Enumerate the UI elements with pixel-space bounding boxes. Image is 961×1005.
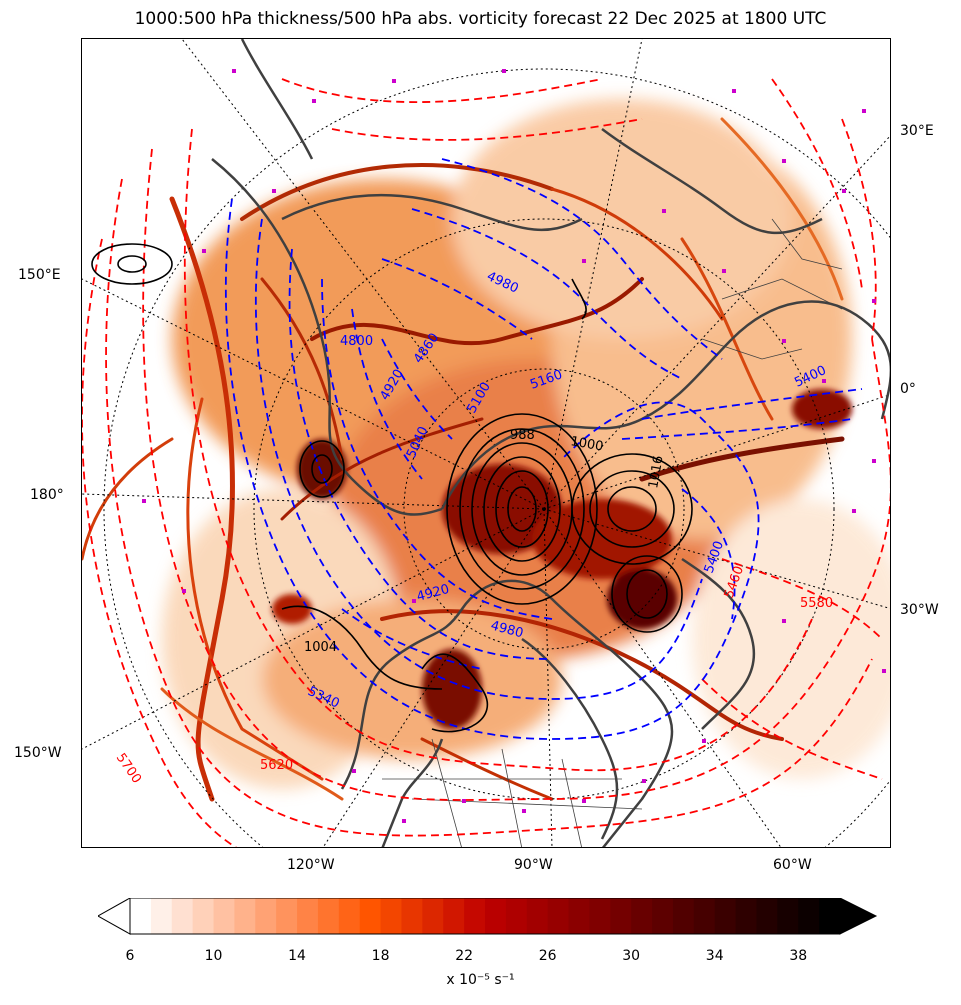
colorbar-cell (568, 898, 590, 934)
colorbar-tick-label: 38 (789, 948, 808, 964)
colorbar-tick-label: 18 (371, 948, 390, 964)
pressure-contours (91, 243, 693, 733)
colorbar-cell (714, 898, 737, 934)
colorbar-cells (130, 898, 841, 934)
colorbar (98, 898, 878, 935)
colorbar-cell (735, 898, 757, 934)
colorbar-cell (777, 898, 799, 934)
figure-title: 1000:500 hPa thickness/500 hPa abs. vort… (134, 9, 827, 29)
graticule (82, 39, 890, 847)
colorbar-cell (798, 898, 820, 934)
lon-label-150e: 150°E (18, 267, 61, 283)
thickness-contours-warm (82, 78, 890, 847)
thickness-contours-cold (224, 158, 863, 740)
colorbar-cell (443, 898, 465, 934)
colorbar-tick-label: 22 (455, 948, 474, 964)
colorbar-cell (505, 898, 528, 934)
map-canvas: 4980 4860 4800 4920 5040 5100 5160 4920 … (82, 39, 890, 847)
contour-label-1000: 1000 (569, 434, 604, 455)
colorbar-cell (276, 898, 298, 934)
colorbar-cell (213, 898, 235, 934)
colorbar-outline (129, 898, 841, 935)
colorbar-cell (130, 898, 152, 934)
lon-label-0: 0° (900, 381, 916, 397)
colorbar-tick-label: 6 (125, 948, 135, 964)
map-panel: 4980 4860 4800 4920 5040 5100 5160 4920 … (81, 38, 891, 848)
colorbar-cell (756, 898, 778, 934)
colorbar-tick-label: 34 (705, 948, 724, 964)
colorbar-cell (526, 898, 549, 934)
colorbar-tick-label: 14 (288, 948, 306, 964)
colorbar-extend-min (98, 898, 131, 935)
contour-label-5620: 5620 (260, 758, 293, 773)
colorbar-cell (819, 898, 841, 934)
colorbar-cell (401, 898, 423, 934)
colorbar-cell (317, 898, 340, 934)
contour-label-4800: 4800 (340, 334, 373, 349)
magenta-markers (142, 69, 886, 823)
colorbar-tick-label: 10 (204, 948, 223, 964)
political-borders (382, 218, 843, 847)
colorbar-cell (338, 898, 361, 934)
colorbar-cell (380, 898, 402, 934)
colorbar-cell (610, 898, 632, 934)
contour-label-988: 988 (510, 428, 535, 443)
colorbar-cell (672, 898, 695, 934)
colorbar-cell (422, 898, 444, 934)
colorbar-cell (652, 898, 674, 934)
lon-label-150w: 150°W (14, 745, 62, 761)
coastlines (211, 39, 890, 847)
colorbar-cell (234, 898, 256, 934)
contour-label-1004: 1004 (304, 640, 337, 655)
colorbar-label: x 10⁻⁵ s⁻¹ (446, 972, 515, 988)
colorbar-cell (589, 898, 611, 934)
lon-label-30w: 30°W (900, 602, 939, 618)
contour-label-1016: 1016 (646, 454, 667, 489)
lon-label-30e: 30°E (900, 123, 934, 139)
colorbar-cell (297, 898, 319, 934)
colorbar-tick-label: 26 (538, 948, 557, 964)
lon-label-60w: 60°W (773, 857, 812, 873)
vorticity-fill (82, 99, 890, 802)
colorbar-cell (359, 898, 382, 934)
contour-label-5580: 5580 (800, 596, 833, 611)
colorbar-cell (631, 898, 653, 934)
colorbar-cell (150, 898, 173, 934)
lon-label-120w: 120°W (287, 857, 335, 873)
colorbar-cell (171, 898, 194, 934)
colorbar-cell (255, 898, 277, 934)
colorbar-cell (547, 898, 570, 934)
colorbar-cell (192, 898, 215, 934)
colorbar-tick-label: 30 (622, 948, 641, 964)
colorbar-extend-max (839, 898, 878, 935)
lon-label-180: 180° (30, 487, 64, 503)
colorbar-cell (693, 898, 716, 934)
colorbar-cell (485, 898, 507, 934)
lon-label-90w: 90°W (514, 857, 553, 873)
colorbar-cell (464, 898, 486, 934)
